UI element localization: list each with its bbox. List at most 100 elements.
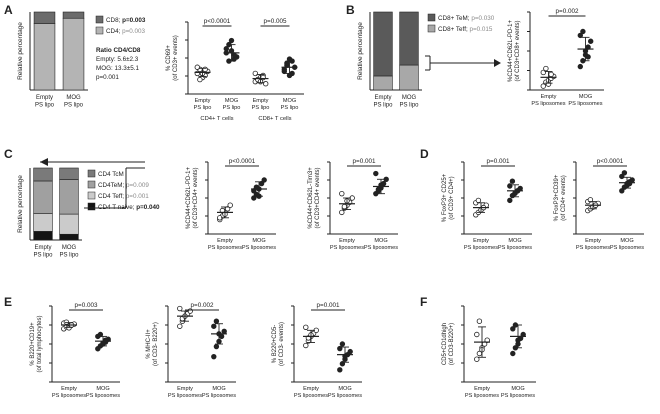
B-legend-swatch <box>427 24 436 33</box>
scatter-x-tick: MOG <box>283 98 296 104</box>
stack-x-tick: Empty <box>36 95 53 101</box>
data-point <box>375 186 382 193</box>
stack-segment-cd4tem <box>59 179 79 215</box>
scatter-x-tick: PS liposomes <box>465 393 499 399</box>
data-point <box>507 197 513 204</box>
data-point <box>194 64 200 70</box>
scatter-x-tick: MOG <box>508 238 521 244</box>
data-point <box>263 81 269 87</box>
stack-x-tick: PS lipo <box>35 103 55 109</box>
C-legend-swatch <box>87 169 96 178</box>
stack-segment-cd4-tcm <box>33 167 53 182</box>
data-point <box>223 46 229 52</box>
stack-segment-cd4tem <box>33 180 53 214</box>
subgroup-label: CD4+ T cells <box>200 116 233 122</box>
stack-segment-cd4 <box>33 23 56 91</box>
scatter-x-tick: PS liposomes <box>464 245 498 251</box>
data-point <box>102 337 109 343</box>
stack-x-tick: Empty <box>374 95 391 101</box>
scatter-x-tick: Empty <box>585 238 601 244</box>
data-point <box>177 305 183 312</box>
scatter-x-tick: MOG <box>96 386 109 392</box>
stack-x-tick: PS lipo <box>59 253 79 259</box>
scatter-x-tick: Empty <box>339 238 355 244</box>
data-point <box>227 202 233 208</box>
legend-name: CD8+ TeM; <box>438 15 471 22</box>
data-point <box>577 32 583 39</box>
scatter-x-tick: PS lipo <box>194 105 212 111</box>
scatter-y-label: % MHC-II+ <box>146 329 152 359</box>
data-point <box>177 323 183 329</box>
panel-letter-F: F <box>420 295 427 309</box>
scatter-y-label: (of CD3+ events) <box>173 35 179 81</box>
panel-letter-E: E <box>4 295 12 309</box>
scatter-x-tick: PS liposomes <box>576 245 610 251</box>
stack-segment-cd8-teff <box>373 75 393 91</box>
data-point <box>261 177 267 183</box>
C-legend-swatch <box>87 180 96 189</box>
scatter-x-tick: PS lipo <box>281 105 299 111</box>
data-point <box>474 331 480 338</box>
scatter-x-tick: Empty <box>253 98 269 104</box>
scatter-y-label: % FoxP3+CD39+ <box>554 174 560 221</box>
scatter-x-tick: PS liposomes <box>52 393 86 399</box>
legend-name: CD4 TcM <box>98 171 124 178</box>
scatter-x-tick: PS liposomes <box>531 101 565 107</box>
data-point <box>587 197 594 203</box>
C-legend-swatch <box>87 202 96 211</box>
scatter-x-tick: Empty <box>217 238 233 244</box>
p-value-label: p=0.002 <box>191 302 214 309</box>
scatter-x-tick: MOG <box>511 386 524 392</box>
A-legend-swatch <box>95 26 104 35</box>
stack-segment-cd4-teff <box>33 213 53 232</box>
subgroup-label: CD8+ T cells <box>258 116 291 122</box>
scatter-x-tick: PS liposomes <box>364 245 398 251</box>
scatter-x-tick: PS lipo <box>223 105 241 111</box>
data-point <box>211 323 217 329</box>
stack-segment-cd4-teff <box>59 213 79 235</box>
data-point <box>213 343 220 350</box>
data-point <box>543 65 549 72</box>
stack-segment-cd4-tcm <box>59 167 79 180</box>
stack-segment-cd8 <box>33 11 56 24</box>
data-point <box>213 318 220 324</box>
data-point <box>373 170 379 177</box>
p-value-label: p<0.0001 <box>597 158 624 165</box>
data-point <box>475 197 482 204</box>
legend-name: CD4 Teff; <box>98 193 126 200</box>
data-point <box>197 76 203 83</box>
data-point <box>252 70 258 77</box>
data-point <box>337 367 343 373</box>
A-legend-label: CD4; p=0.003 <box>106 28 146 35</box>
stack-y-label: Relative percentage <box>17 22 24 80</box>
scatter-y-label: (of CD4+ events) <box>561 175 567 221</box>
scatter-x-tick: PS liposomes <box>330 245 364 251</box>
p-value-label: p=0.001 <box>353 158 376 165</box>
C-legend-label: CD4TeM; p=0.009 <box>98 182 149 189</box>
p-value-label: p<0.0001 <box>229 158 256 165</box>
scatter-y-label: % B220+CD19+ <box>30 322 36 366</box>
data-point <box>588 38 594 44</box>
data-point <box>510 350 516 357</box>
scatter-y-label: (of CD3+CD4+ events) <box>193 167 199 228</box>
B-legend-label: CD8+ Teff; p=0.015 <box>438 26 493 33</box>
stack-segment-cd4-t-naive <box>33 231 53 241</box>
scatter-y-label: %CD44+CD62L-Tim3+ <box>308 167 314 229</box>
stack-y-label: Relative percentage <box>17 175 24 233</box>
data-point <box>228 37 235 44</box>
data-point <box>303 324 309 330</box>
ratio-note: MOG: 13.3±5.1 <box>96 65 140 72</box>
data-point <box>507 183 513 189</box>
C-legend-label: CD4 TcM <box>98 171 124 178</box>
scatter-y-label: %CD44+CD62L-PD-1+ <box>508 19 514 82</box>
stack-x-tick: PS lipo <box>399 103 419 109</box>
data-point <box>580 28 586 35</box>
p-value-label: p<0.0001 <box>204 18 231 25</box>
data-point <box>221 328 227 335</box>
scatter-y-label: (of CD3+CD4+ events) <box>315 167 321 228</box>
legend-p-value: p=0.009 <box>126 182 149 189</box>
scatter-x-tick: PS liposomes <box>86 393 120 399</box>
A-legend-swatch <box>95 15 104 24</box>
stack-segment-cd8 <box>62 11 85 19</box>
